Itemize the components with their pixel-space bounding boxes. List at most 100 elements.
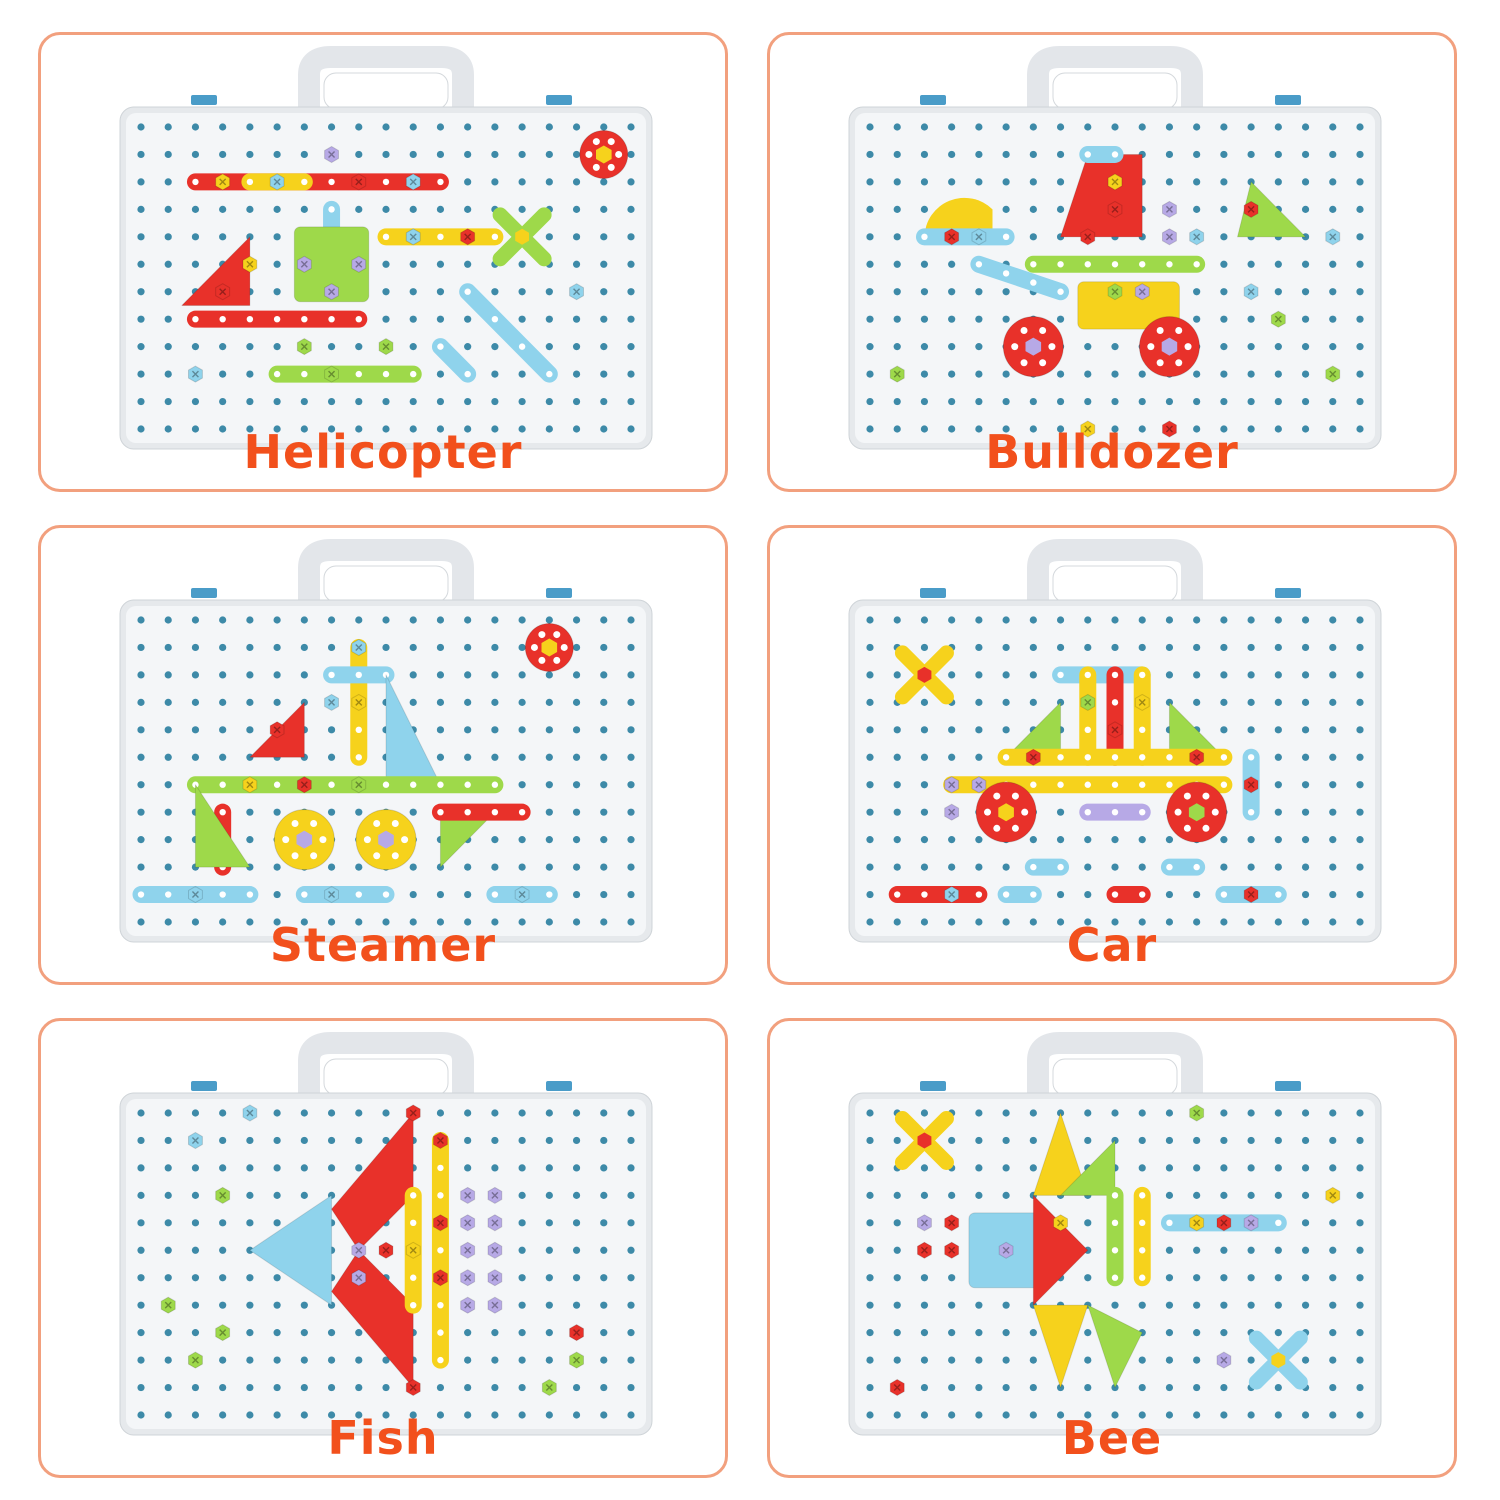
- bar-hole: [355, 315, 362, 323]
- peg-hole: [893, 836, 901, 844]
- screw-piece: [1243, 1214, 1259, 1232]
- peg-hole: [893, 1274, 901, 1282]
- wheel-hole: [585, 150, 593, 158]
- bar-hole: [301, 178, 308, 186]
- peg-hole: [1002, 150, 1010, 159]
- peg-hole: [600, 370, 608, 378]
- peg-hole: [1029, 233, 1037, 241]
- screw-piece: [188, 1351, 203, 1369]
- screw-piece: [1107, 721, 1123, 739]
- screw-cross: [1193, 233, 1201, 241]
- peg-hole: [491, 1329, 499, 1337]
- peg-hole: [1301, 753, 1310, 761]
- screw-piece: [1053, 1214, 1068, 1232]
- peg-hole: [464, 1383, 472, 1392]
- case-clasp: [191, 1081, 217, 1091]
- peg-hole: [1247, 616, 1255, 624]
- peg-hole: [518, 1274, 526, 1282]
- peg-hole: [1301, 863, 1310, 871]
- bar-hole: [1247, 754, 1255, 761]
- peg-hole: [137, 1329, 145, 1337]
- peg-hole: [518, 698, 526, 706]
- bar-hole: [246, 891, 254, 898]
- peg-hole: [1029, 1411, 1037, 1419]
- screw-cross: [1138, 698, 1146, 706]
- peg-hole: [191, 1164, 200, 1172]
- peg-hole: [273, 1274, 281, 1282]
- screw-piece: [269, 721, 285, 739]
- screw-piece: [188, 885, 203, 904]
- peg-hole: [600, 1109, 608, 1117]
- screw-cross: [1220, 1356, 1228, 1364]
- peg-hole: [191, 1301, 200, 1309]
- peg-hole: [300, 1329, 308, 1337]
- screw-piece: [405, 1241, 421, 1259]
- peg-hole: [1220, 643, 1228, 652]
- bar-hole: [219, 808, 226, 816]
- peg-hole: [600, 123, 608, 131]
- bar-hole: [437, 1356, 444, 1364]
- peg-hole: [409, 260, 417, 268]
- peg-hole: [1056, 918, 1065, 926]
- peg-hole: [1356, 616, 1364, 624]
- screw-cross: [409, 1109, 417, 1117]
- bar-hole: [165, 891, 172, 898]
- peg-hole: [191, 397, 200, 406]
- square-piece: [293, 226, 370, 303]
- peg-hole: [518, 260, 526, 268]
- peg-hole: [1056, 150, 1065, 159]
- peg-hole: [975, 671, 983, 679]
- screw-piece: [351, 776, 367, 794]
- peg-hole: [137, 370, 145, 378]
- peg-hole: [273, 1383, 281, 1392]
- screw-piece: [487, 1269, 503, 1287]
- peg-hole: [920, 260, 929, 268]
- peg-hole: [600, 808, 608, 816]
- peg-hole: [1165, 1246, 1174, 1254]
- wheel-hub: [296, 830, 313, 849]
- wheel-hole: [592, 163, 600, 171]
- peg-hole: [219, 343, 227, 351]
- screw-cross: [1057, 1219, 1065, 1227]
- peg-hole: [1301, 1109, 1310, 1117]
- peg-hole: [518, 1356, 526, 1364]
- peg-hole: [1329, 205, 1337, 213]
- peg-hole: [355, 1383, 363, 1392]
- peg-hole: [975, 726, 983, 734]
- peg-hole: [920, 918, 929, 926]
- bar-hole: [1084, 754, 1091, 761]
- peg-hole: [1274, 1301, 1282, 1309]
- bar-hole: [273, 781, 281, 788]
- peg-hole: [627, 1191, 635, 1199]
- bar-hole: [437, 1247, 444, 1254]
- peg-hole: [191, 1219, 200, 1227]
- screw-cross: [491, 1219, 499, 1227]
- peg-hole: [627, 863, 635, 871]
- peg-hole: [409, 671, 417, 679]
- peg-hole: [1165, 671, 1174, 679]
- peg-hole: [1029, 1109, 1037, 1117]
- peg-hole: [920, 616, 929, 624]
- screw-cross: [1274, 315, 1282, 323]
- peg-hole: [327, 753, 336, 761]
- screw-piece: [351, 1269, 367, 1287]
- peg-hole: [355, 123, 363, 131]
- bar-hole: [1084, 151, 1091, 158]
- peg-hole: [866, 808, 874, 816]
- peg-hole: [1301, 1136, 1310, 1145]
- peg-hole: [219, 1356, 227, 1364]
- peg-hole: [300, 1191, 308, 1199]
- peg-hole: [518, 1136, 526, 1145]
- screw-piece: [378, 1241, 394, 1259]
- peg-hole: [975, 863, 983, 871]
- bar-piece: [459, 283, 558, 383]
- peg-hole: [866, 370, 874, 378]
- bar-hole: [1111, 781, 1119, 788]
- peg-hole: [219, 698, 227, 706]
- peg-hole: [1002, 643, 1010, 652]
- peg-hole: [920, 1411, 929, 1419]
- case-handle: [298, 46, 474, 119]
- peg-hole: [1029, 616, 1037, 624]
- bar-hole: [328, 781, 335, 788]
- peg-hole: [975, 698, 983, 706]
